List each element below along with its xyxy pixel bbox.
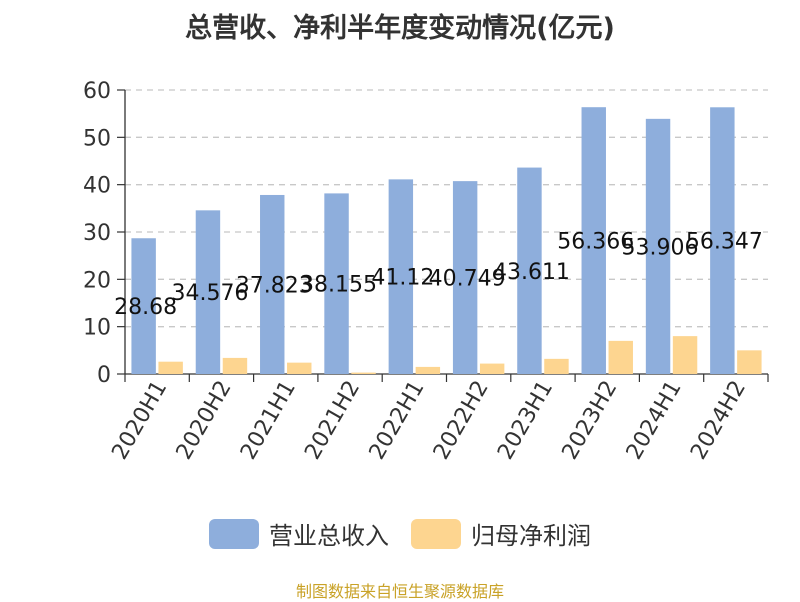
- x-tick-label: 2020H2: [172, 377, 237, 464]
- bar-revenue: [131, 238, 156, 374]
- legend-swatch-revenue: [209, 518, 259, 549]
- bar-revenue: [260, 194, 285, 374]
- source-note: 制图数据来自恒生聚源数据库: [295, 582, 504, 601]
- bar-net-profit: [737, 350, 762, 374]
- bar-revenue: [195, 210, 221, 374]
- x-tick-label: 2021H2: [300, 377, 365, 464]
- x-tick-label: 2022H1: [365, 377, 430, 464]
- bar-revenue: [517, 167, 542, 374]
- x-tick-label: 2021H1: [236, 377, 301, 464]
- legend-swatch-net-profit: [411, 518, 461, 549]
- y-tick-label: 20: [83, 268, 111, 293]
- bar-revenue: [452, 181, 478, 374]
- bar-net-profit: [608, 340, 633, 374]
- legend-item-net-profit[interactable]: 归母净利润: [411, 516, 591, 551]
- data-label-revenue: 43.611: [493, 260, 570, 285]
- data-label-revenue: 28.68: [114, 295, 177, 320]
- y-tick-label: 40: [83, 174, 111, 199]
- data-label-revenue: 37.823: [236, 273, 313, 298]
- bar-revenue: [324, 193, 349, 374]
- bar-net-profit: [287, 362, 312, 374]
- data-label-revenue: 56.366: [557, 230, 634, 255]
- bar-revenue: [388, 179, 414, 374]
- legend-label-revenue: 营业总收入: [269, 522, 389, 550]
- bar-revenue: [645, 118, 671, 374]
- bar-revenue: [581, 107, 606, 375]
- bar-net-profit: [351, 372, 376, 374]
- x-tick-label: 2022H2: [429, 377, 494, 464]
- x-tick-label: 2023H1: [493, 377, 558, 464]
- data-label-revenue: 34.576: [171, 281, 248, 306]
- legend: 营业总收入 归母净利润: [0, 516, 800, 551]
- y-tick-label: 60: [83, 79, 111, 104]
- x-tick-label: 2023H2: [558, 377, 623, 464]
- bar-net-profit: [544, 358, 569, 374]
- bar-net-profit: [672, 336, 698, 374]
- data-label-revenue: 56.347: [686, 230, 763, 255]
- legend-item-revenue[interactable]: 营业总收入: [209, 516, 389, 551]
- bar-revenue: [710, 107, 735, 374]
- legend-label-net-profit: 归母净利润: [471, 522, 591, 550]
- data-label-revenue: 53.906: [622, 235, 699, 260]
- bar-net-profit: [222, 357, 248, 374]
- y-tick-label: 50: [83, 126, 111, 151]
- y-tick-label: 0: [97, 363, 111, 388]
- y-tick-label: 30: [83, 221, 111, 246]
- y-tick-label: 10: [83, 316, 111, 341]
- data-label-revenue: 41.12: [371, 266, 434, 291]
- data-label-revenue: 40.749: [429, 267, 506, 292]
- data-label-revenue: 38.155: [300, 273, 377, 298]
- bar-net-profit: [479, 363, 505, 374]
- x-tick-label: 2024H1: [622, 377, 687, 464]
- bar-net-profit: [415, 366, 441, 374]
- x-tick-label: 2024H2: [686, 377, 751, 464]
- bar-net-profit: [158, 361, 183, 374]
- chart-title: 总营收、净利半年度变动情况(亿元): [185, 13, 615, 44]
- x-tick-label: 2020H1: [107, 377, 172, 464]
